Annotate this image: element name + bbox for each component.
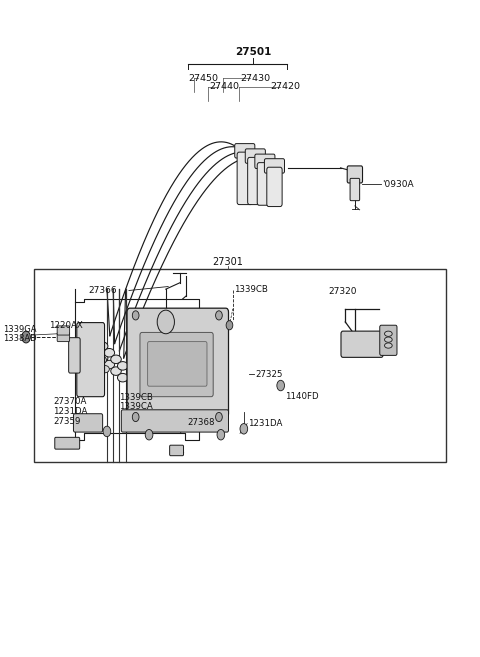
Text: 27501: 27501 [235, 47, 271, 57]
FancyBboxPatch shape [347, 166, 362, 183]
Text: 27370A: 27370A [53, 397, 87, 406]
Ellipse shape [111, 355, 121, 363]
Text: 27359: 27359 [53, 417, 81, 426]
FancyBboxPatch shape [169, 445, 183, 456]
FancyBboxPatch shape [127, 308, 228, 418]
Text: 27366: 27366 [88, 286, 117, 295]
FancyBboxPatch shape [121, 410, 228, 432]
Ellipse shape [104, 360, 115, 369]
Circle shape [217, 430, 225, 440]
FancyBboxPatch shape [267, 168, 282, 206]
Circle shape [132, 413, 139, 422]
Circle shape [240, 424, 248, 434]
Ellipse shape [384, 337, 392, 342]
Text: 1339CA: 1339CA [119, 402, 153, 411]
Bar [34, 269, 446, 462]
Text: 27320: 27320 [328, 287, 357, 296]
FancyBboxPatch shape [140, 332, 213, 397]
Text: 1339CB: 1339CB [119, 393, 153, 402]
FancyBboxPatch shape [264, 159, 285, 173]
FancyBboxPatch shape [57, 326, 70, 335]
Ellipse shape [118, 373, 128, 382]
FancyBboxPatch shape [245, 149, 265, 164]
Text: 27440: 27440 [209, 82, 239, 91]
Text: 1339GA: 1339GA [3, 325, 36, 334]
Text: 27301: 27301 [213, 257, 243, 267]
FancyBboxPatch shape [148, 342, 207, 386]
FancyBboxPatch shape [57, 332, 70, 342]
Text: 27430: 27430 [240, 74, 270, 83]
FancyBboxPatch shape [380, 325, 397, 355]
Text: 1220AX: 1220AX [48, 321, 82, 330]
Text: 1231DA: 1231DA [53, 407, 88, 416]
Text: 27450: 27450 [188, 74, 218, 83]
Circle shape [22, 331, 30, 343]
Ellipse shape [384, 331, 392, 336]
FancyBboxPatch shape [77, 323, 105, 397]
Ellipse shape [92, 338, 101, 345]
Circle shape [216, 311, 222, 320]
FancyBboxPatch shape [255, 154, 275, 169]
Ellipse shape [101, 365, 109, 373]
Text: 27368: 27368 [187, 419, 215, 428]
FancyBboxPatch shape [350, 178, 360, 200]
Ellipse shape [104, 348, 115, 357]
Text: '0930A: '0930A [382, 180, 414, 189]
Circle shape [103, 426, 111, 437]
Circle shape [277, 380, 285, 391]
Circle shape [216, 413, 222, 422]
FancyBboxPatch shape [341, 331, 383, 357]
Ellipse shape [118, 361, 128, 370]
Ellipse shape [97, 353, 108, 362]
Circle shape [132, 311, 139, 320]
Ellipse shape [384, 343, 392, 348]
Text: 1339CB: 1339CB [234, 284, 268, 294]
Circle shape [226, 321, 233, 330]
FancyBboxPatch shape [55, 438, 80, 449]
Ellipse shape [98, 356, 107, 363]
FancyBboxPatch shape [248, 158, 263, 204]
Circle shape [157, 310, 174, 334]
Circle shape [145, 430, 153, 440]
FancyBboxPatch shape [69, 338, 80, 373]
FancyBboxPatch shape [237, 152, 252, 204]
Ellipse shape [97, 342, 108, 350]
Text: 27420: 27420 [270, 82, 300, 91]
Ellipse shape [111, 367, 121, 375]
Text: 27325: 27325 [255, 370, 283, 379]
Text: 1140FD: 1140FD [285, 392, 319, 401]
Ellipse shape [95, 347, 104, 354]
FancyBboxPatch shape [235, 144, 255, 158]
FancyBboxPatch shape [73, 414, 103, 432]
Text: 1338AD: 1338AD [3, 334, 36, 344]
FancyBboxPatch shape [257, 163, 273, 205]
Text: 1231DA: 1231DA [248, 419, 283, 428]
